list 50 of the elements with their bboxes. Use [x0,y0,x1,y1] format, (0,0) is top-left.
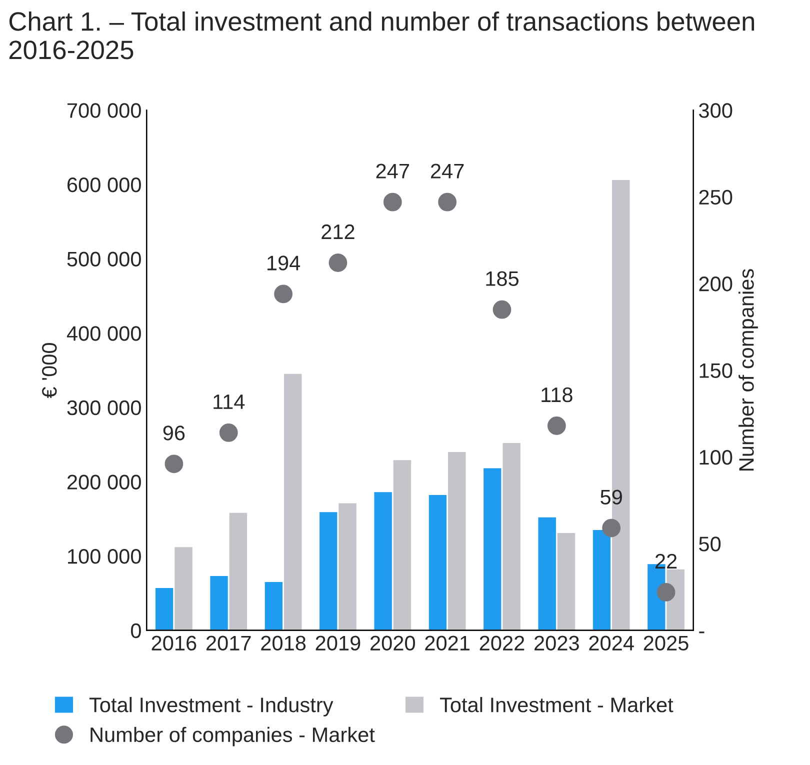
data-label: 118 [542,387,572,402]
y2-tick-label: - [699,632,704,634]
y-tick-label: 600 000 [68,177,141,192]
point [219,423,238,442]
y-tick-label: 400 000 [66,326,141,341]
x-tick-label: 2016 [152,636,196,651]
x-tick-label: 2023 [534,636,579,651]
data-label: 247 [376,164,409,178]
y-axis-title: € '000 [42,343,57,398]
legend-label: Total Investment - Industry [89,696,334,716]
point [602,518,621,538]
y-tick-label: 700 000 [68,103,141,118]
data-label: 22 [655,554,677,568]
x-tick-label: 2018 [261,636,306,651]
point [547,416,566,435]
point [383,192,402,212]
legend-label: Total Investment - Market [440,696,674,712]
x-tick-label: 2022 [480,636,524,651]
y-tick-label: 500 000 [67,252,141,267]
point [492,300,512,319]
y-tick-label: 100 000 [68,549,141,564]
data-label: 247 [430,164,464,178]
y-tick-label: 300 000 [67,400,141,416]
y2-tick-label: 300 [699,103,732,118]
y2-tick-label: 150 [700,363,732,378]
y-tick-label: 0 [130,623,141,638]
x-tick-label: 2017 [206,636,251,651]
x-tick-label: 2024 [589,636,634,651]
data-label: 212 [322,224,354,239]
y2-tick-label: 200 [699,276,732,292]
point [438,192,457,212]
chart-title: Chart 1. – Total investment and number of transactions between 2016-2025 [9,11,754,60]
data-label: 194 [268,256,300,270]
x-tick-label: 2020 [370,636,416,651]
legend-label: Number of companies - Market [90,726,375,746]
y2-tick-label: 100 [700,450,732,465]
point [328,254,348,272]
data-label: 59 [600,490,622,504]
x-tick-label: 2021 [425,636,470,651]
point [164,454,184,474]
point [274,284,292,304]
y-tick-label: 200 000 [68,474,141,490]
x-tick-label: 2025 [644,636,688,651]
y2-axis-title: Number of companies [738,269,758,470]
data-label: 96 [163,426,185,440]
data-label: 114 [214,394,245,409]
y2-tick-label: 250 [699,190,732,205]
data-label: 185 [486,271,519,286]
y2-tick-label: 50 [699,536,721,552]
x-tick-label: 2019 [316,636,360,651]
